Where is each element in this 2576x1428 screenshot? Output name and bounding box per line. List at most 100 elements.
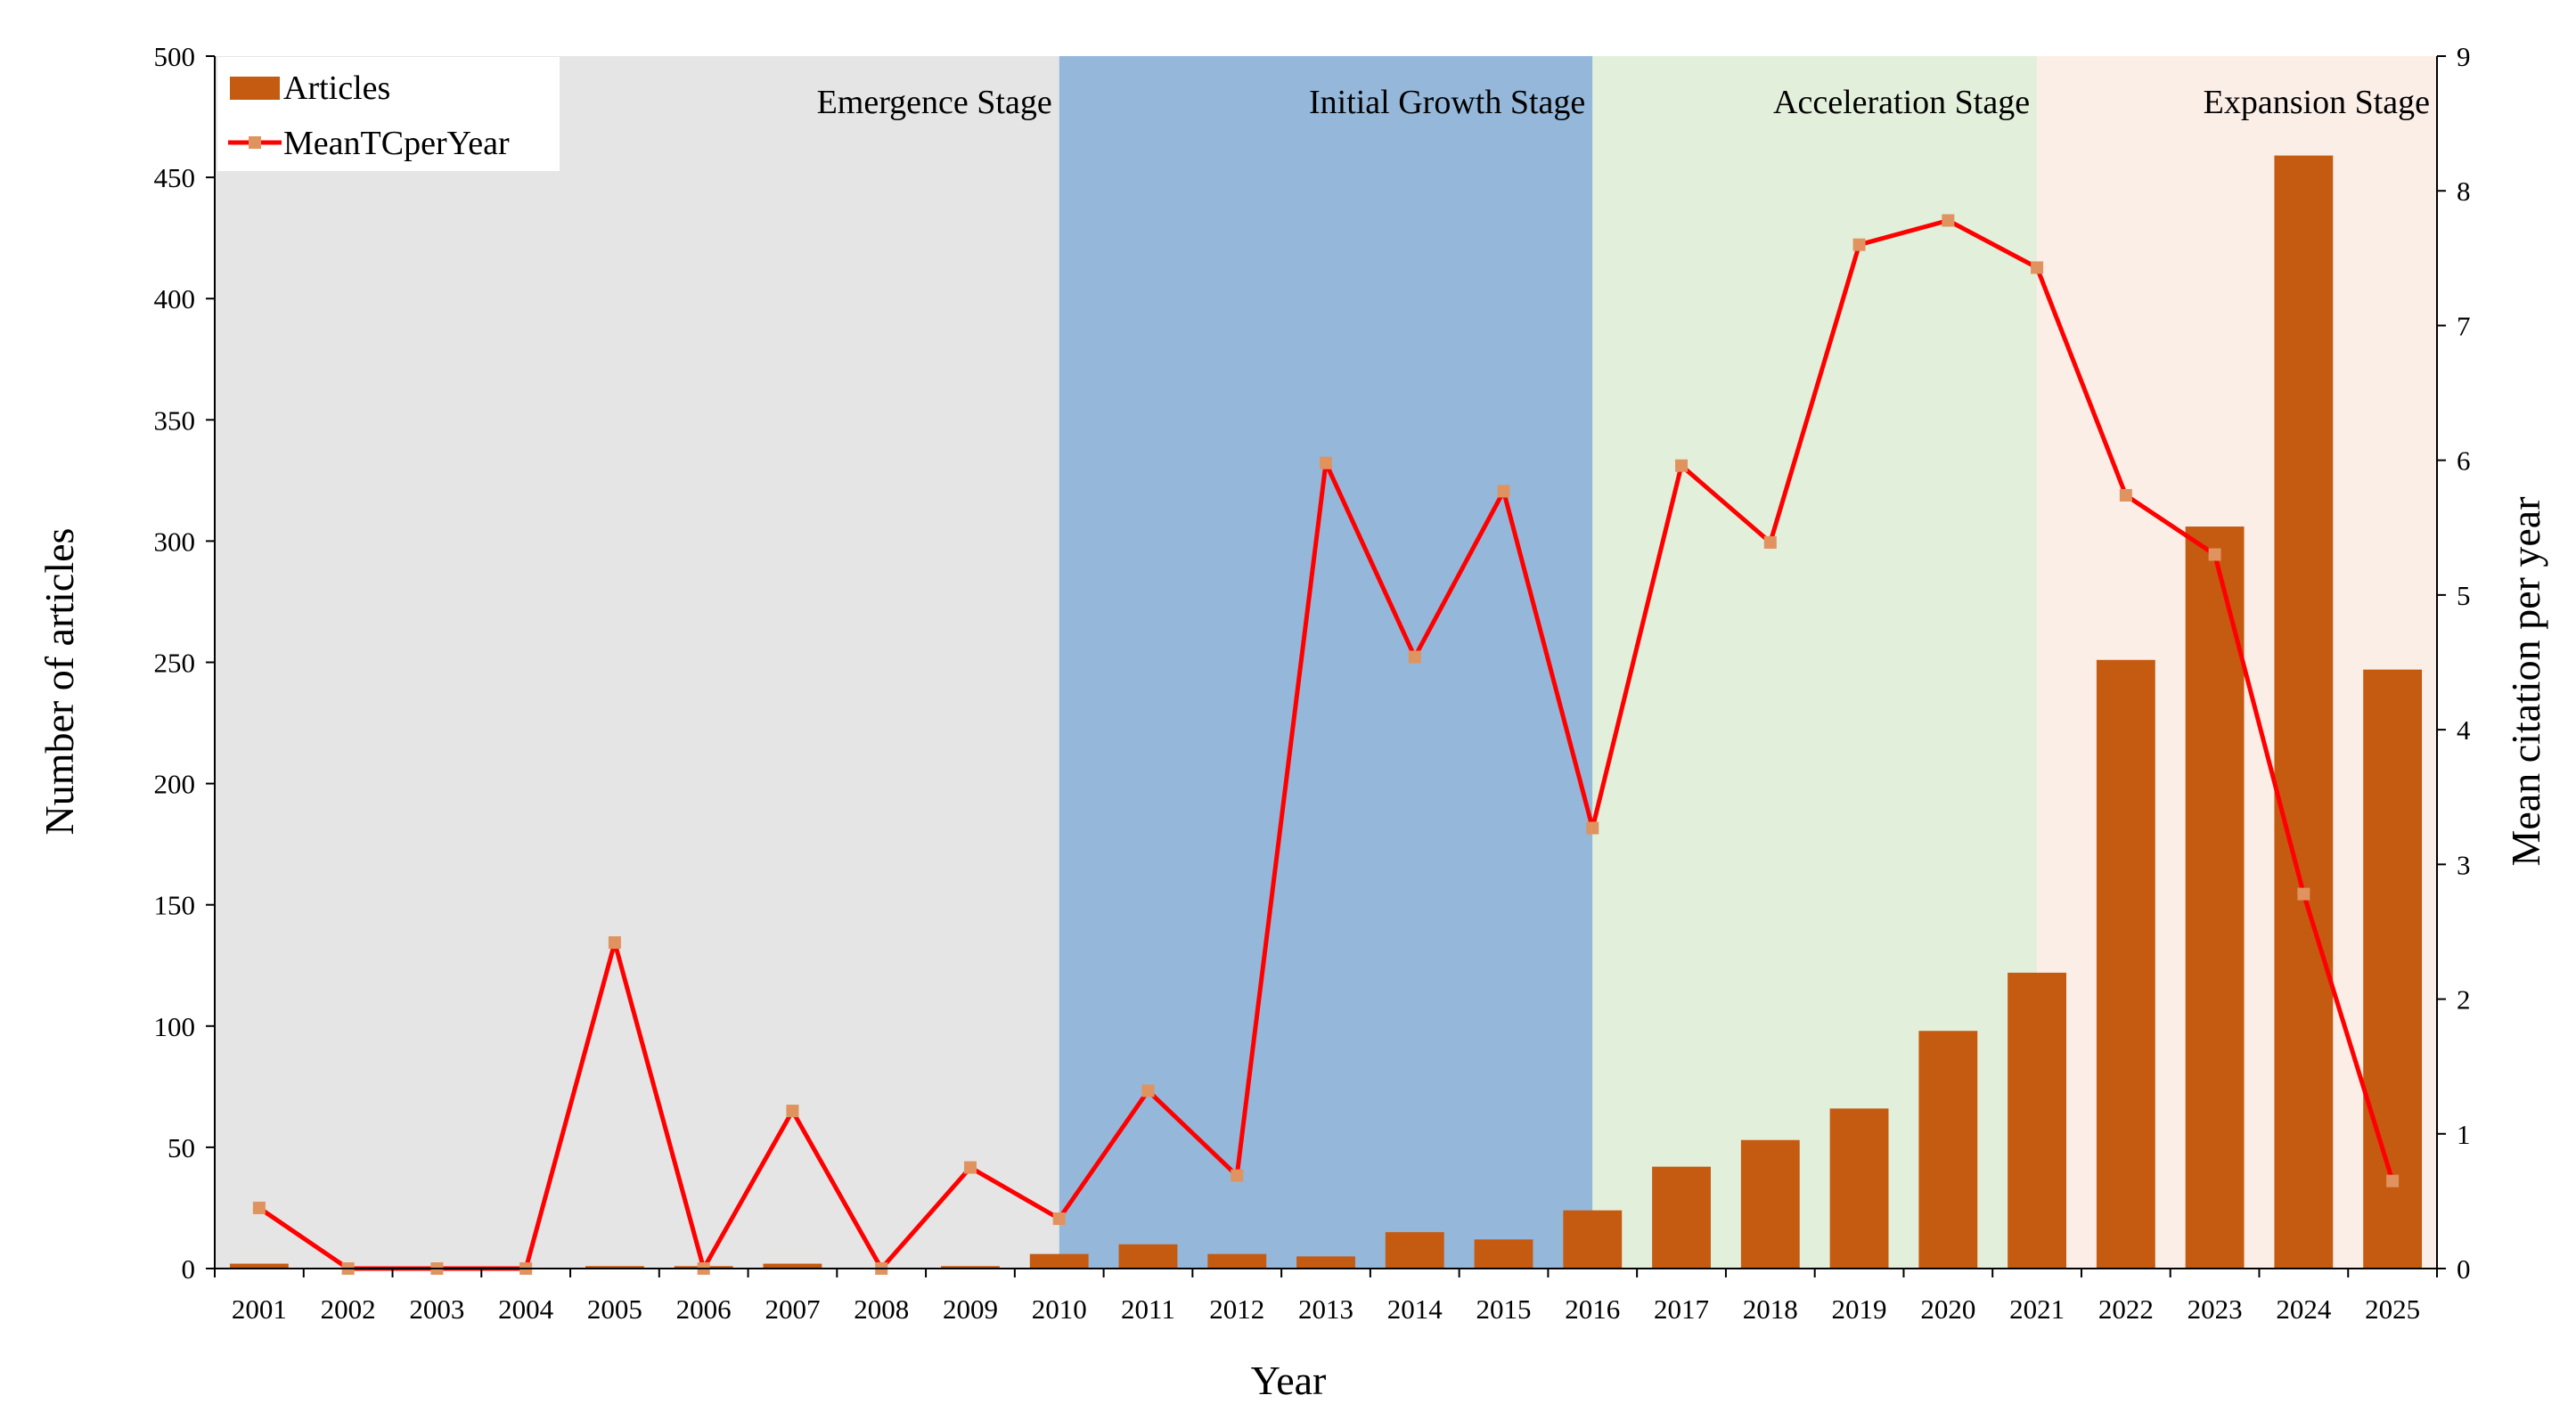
y2-tick-label: 2 bbox=[2457, 984, 2471, 1016]
bar-2012 bbox=[1207, 1253, 1267, 1269]
line-point-2013 bbox=[1320, 456, 1332, 469]
y-tick-label: 0 bbox=[182, 1253, 196, 1285]
bar-2015 bbox=[1474, 1239, 1533, 1269]
legend-swatch-marker bbox=[249, 136, 261, 149]
y2-axis-title: Mean citation per year bbox=[2503, 496, 2548, 866]
x-tick-label: 2024 bbox=[2276, 1293, 2332, 1325]
bar-2013 bbox=[1296, 1256, 1355, 1269]
line-point-2022 bbox=[2119, 488, 2132, 502]
x-tick-label: 2014 bbox=[1387, 1293, 1443, 1325]
x-tick-label: 2006 bbox=[676, 1293, 732, 1325]
bar-2018 bbox=[1740, 1139, 1800, 1269]
stage-label-1: Emergence Stage bbox=[817, 84, 1052, 121]
x-tick-label: 2002 bbox=[321, 1293, 376, 1325]
x-tick-label: 2020 bbox=[1920, 1293, 1975, 1325]
bar-2011 bbox=[1118, 1244, 1178, 1269]
x-tick-label: 2001 bbox=[232, 1293, 287, 1325]
line-point-2011 bbox=[1141, 1084, 1155, 1098]
line-point-2001 bbox=[252, 1201, 266, 1214]
axes: 0 50 100 150 200 250 300 350 400 450 500 0 1 2 3 4 5 6 7 8 9… bbox=[154, 41, 2472, 1325]
bar-2022 bbox=[2096, 659, 2155, 1269]
x-tick-label: 2019 bbox=[1832, 1293, 1887, 1325]
x-tick-label: 2022 bbox=[2098, 1293, 2154, 1325]
y2-tick-label: 0 bbox=[2457, 1253, 2471, 1285]
stage-band-2 bbox=[1059, 56, 1593, 1269]
mean-citation-line bbox=[252, 214, 2400, 1275]
line-point-2023 bbox=[2208, 548, 2221, 561]
y-axis-title: Number of articles bbox=[37, 528, 82, 836]
x-tick-label: 2003 bbox=[409, 1293, 464, 1325]
y-tick-label: 450 bbox=[154, 162, 196, 193]
x-tick-label: 2011 bbox=[1121, 1293, 1175, 1325]
bar-2017 bbox=[1652, 1166, 1711, 1269]
bar-2007 bbox=[763, 1263, 822, 1269]
stage-band-1 bbox=[215, 56, 1059, 1269]
y-tick-label: 500 bbox=[154, 41, 196, 72]
x-tick-label: 2025 bbox=[2365, 1293, 2420, 1325]
bar-2001 bbox=[229, 1263, 289, 1269]
bar-2009 bbox=[941, 1266, 1000, 1269]
y-tick-label: 300 bbox=[154, 526, 196, 557]
line-point-2019 bbox=[1852, 238, 1866, 251]
line-point-2005 bbox=[608, 936, 621, 950]
line-point-2018 bbox=[1763, 535, 1777, 549]
x-tick-label: 2009 bbox=[943, 1293, 998, 1325]
x-tick-label: 2013 bbox=[1298, 1293, 1353, 1325]
line-point-2020 bbox=[1942, 214, 1955, 227]
line-point-2017 bbox=[1675, 459, 1689, 472]
line-point-2012 bbox=[1231, 1169, 1244, 1182]
line-point-2025 bbox=[2386, 1174, 2400, 1187]
legend-label-mean-citation: MeanTCperYear bbox=[283, 125, 510, 162]
line-point-2015 bbox=[1497, 485, 1510, 498]
legend-box bbox=[217, 57, 560, 171]
y2-tick-label: 6 bbox=[2457, 445, 2471, 477]
line-point-2014 bbox=[1408, 650, 1421, 664]
y2-tick-label: 8 bbox=[2457, 175, 2471, 207]
x-tick-label: 2008 bbox=[854, 1293, 909, 1325]
legend: Articles MeanTCperYear bbox=[217, 57, 560, 171]
x-tick-label: 2018 bbox=[1743, 1293, 1798, 1325]
bar-2020 bbox=[1918, 1031, 1978, 1269]
bar-2024 bbox=[2274, 155, 2334, 1269]
y-tick-label: 250 bbox=[154, 648, 196, 679]
stage-label-4: Expansion Stage bbox=[2204, 84, 2430, 121]
x-tick-label: 2012 bbox=[1209, 1293, 1264, 1325]
bar-2023 bbox=[2185, 526, 2245, 1269]
stage-label-3: Acceleration Stage bbox=[1773, 84, 2030, 121]
line-point-2024 bbox=[2297, 887, 2310, 901]
line-point-2009 bbox=[963, 1161, 977, 1174]
y2-tick-label: 5 bbox=[2457, 580, 2471, 611]
bar-2025 bbox=[2363, 669, 2423, 1269]
x-tick-label: 2007 bbox=[765, 1293, 820, 1325]
line-point-2021 bbox=[2031, 261, 2044, 274]
y2-tick-label: 1 bbox=[2457, 1119, 2471, 1150]
line-point-2007 bbox=[786, 1105, 799, 1118]
x-axis-title: Year bbox=[1251, 1358, 1327, 1403]
article-bars bbox=[229, 155, 2423, 1269]
stage-labels: Emergence Stage Initial Growth Stage Accel… bbox=[817, 84, 2430, 121]
y-tick-label: 350 bbox=[154, 404, 196, 436]
y2-tick-label: 3 bbox=[2457, 849, 2471, 880]
y-tick-label: 150 bbox=[154, 890, 196, 921]
bar-2005 bbox=[585, 1266, 644, 1269]
x-tick-label: 2021 bbox=[2009, 1293, 2065, 1325]
y-tick-label: 400 bbox=[154, 283, 196, 314]
x-tick-label: 2004 bbox=[498, 1293, 554, 1325]
legend-swatch-articles bbox=[230, 77, 280, 100]
line-point-2016 bbox=[1586, 821, 1599, 835]
x-tick-label: 2015 bbox=[1476, 1293, 1532, 1325]
x-tick-label: 2016 bbox=[1565, 1293, 1620, 1325]
y2-tick-label: 9 bbox=[2457, 41, 2471, 72]
bar-2021 bbox=[2008, 972, 2067, 1269]
x-tick-label: 2023 bbox=[2188, 1293, 2243, 1325]
bar-2010 bbox=[1029, 1253, 1089, 1269]
bar-2016 bbox=[1563, 1210, 1623, 1269]
y-tick-label: 50 bbox=[168, 1132, 195, 1163]
x-tick-label: 2010 bbox=[1032, 1293, 1087, 1325]
x-tick-label: 2005 bbox=[587, 1293, 642, 1325]
bar-2019 bbox=[1829, 1108, 1889, 1269]
legend-label-articles: Articles bbox=[283, 69, 390, 107]
line-point-2010 bbox=[1052, 1212, 1066, 1226]
y2-tick-label: 4 bbox=[2457, 714, 2471, 746]
